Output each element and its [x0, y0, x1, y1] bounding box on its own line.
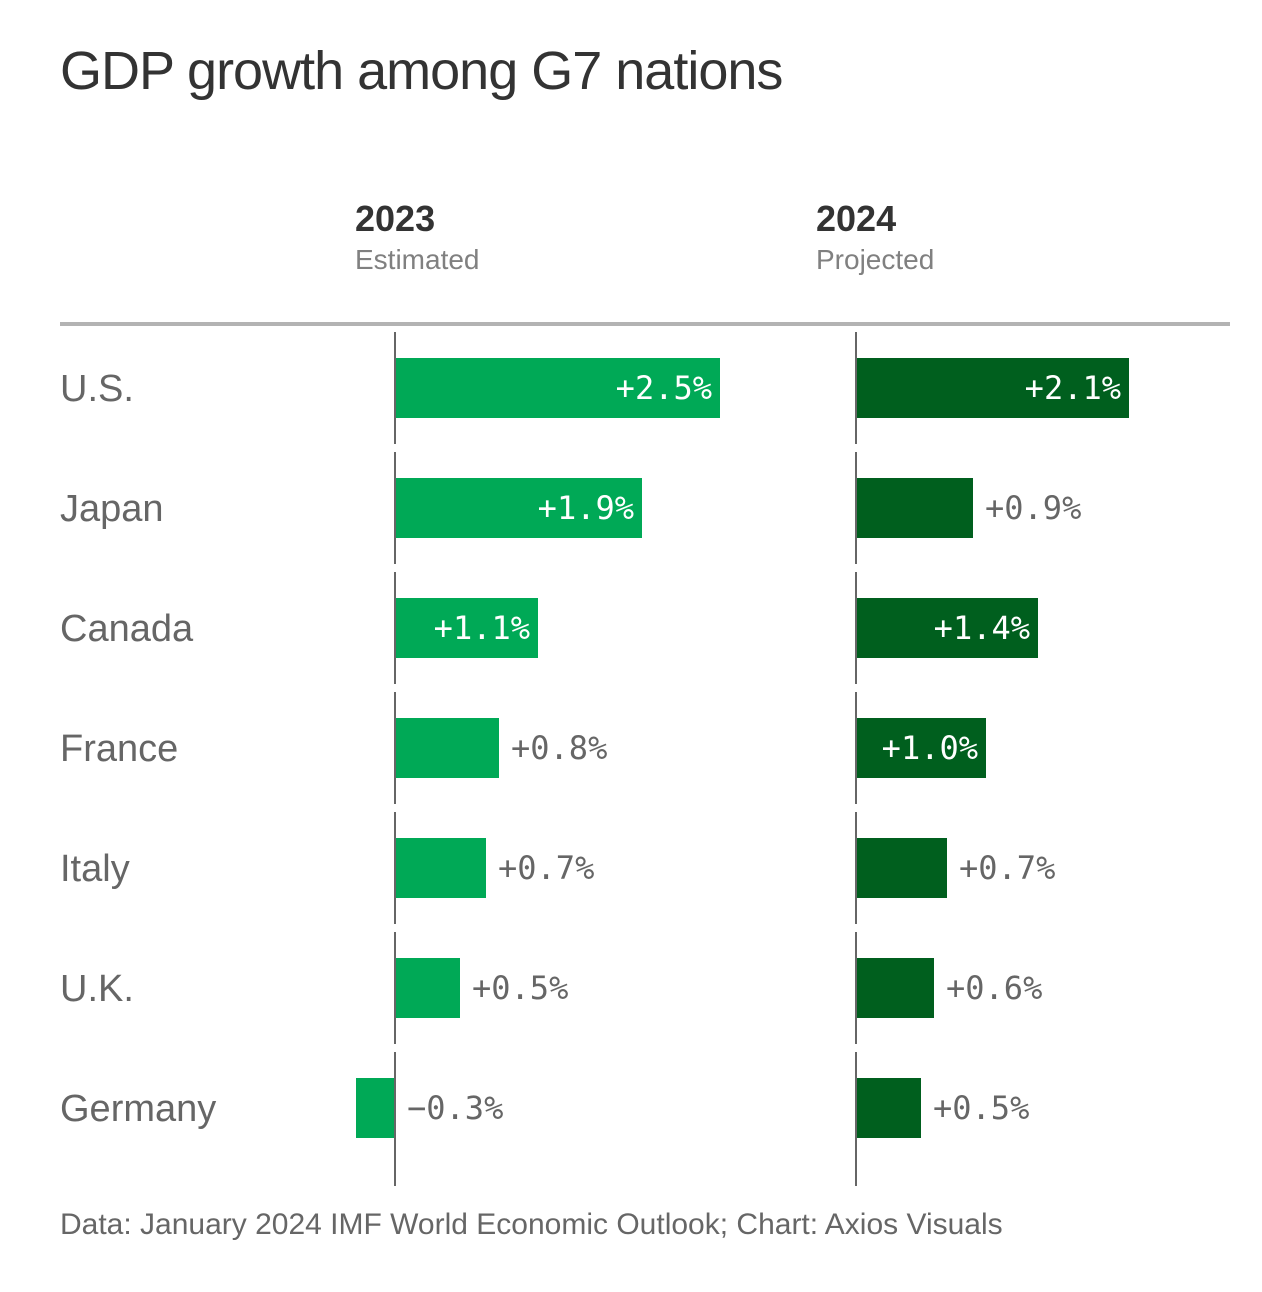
- bar: [356, 1078, 395, 1138]
- data-label: +1.4%: [934, 609, 1030, 647]
- bar: [856, 598, 1038, 658]
- column-year: 2023: [355, 198, 436, 239]
- column-header-2023: 2023 Estimated: [355, 198, 480, 276]
- category-label: Germany: [60, 1088, 216, 1130]
- data-label: +0.5%: [472, 969, 568, 1007]
- data-label: +0.7%: [498, 849, 594, 887]
- category-label: U.K.: [60, 968, 134, 1010]
- column-header-2024: 2024 Projected: [816, 198, 934, 276]
- bar: [395, 598, 538, 658]
- source-note: Data: January 2024 IMF World Economic Ou…: [60, 1208, 1003, 1241]
- chart-title: GDP growth among G7 nations: [60, 41, 783, 101]
- category-label: Italy: [60, 848, 130, 890]
- data-label: +0.5%: [933, 1089, 1029, 1127]
- bar: [395, 718, 499, 778]
- column-subtitle: Estimated: [355, 244, 480, 275]
- data-label: +2.5%: [616, 369, 712, 407]
- data-label: +1.0%: [882, 729, 978, 767]
- category-label: Canada: [60, 608, 194, 650]
- column-year: 2024: [816, 198, 897, 239]
- data-label: +0.8%: [511, 729, 607, 767]
- bar: [856, 1078, 921, 1138]
- column-subtitle: Projected: [816, 244, 935, 275]
- bar: [395, 958, 460, 1018]
- bar: [856, 718, 986, 778]
- category-label: France: [60, 728, 178, 770]
- bar: [856, 478, 973, 538]
- bar: [856, 958, 934, 1018]
- bar: [395, 358, 720, 418]
- data-label: −0.3%: [407, 1089, 503, 1127]
- bar: [856, 358, 1129, 418]
- bar: [395, 478, 642, 538]
- category-label: Japan: [60, 488, 164, 530]
- header-divider: [60, 322, 1230, 326]
- category-label: U.S.: [60, 368, 134, 410]
- data-label: +2.1%: [1025, 369, 1121, 407]
- bar: [856, 838, 947, 898]
- data-label: +0.9%: [985, 489, 1081, 527]
- data-label: +1.1%: [434, 609, 530, 647]
- data-label: +1.9%: [538, 489, 634, 527]
- data-label: +0.7%: [959, 849, 1055, 887]
- data-label: +0.6%: [946, 969, 1042, 1007]
- bar: [395, 838, 486, 898]
